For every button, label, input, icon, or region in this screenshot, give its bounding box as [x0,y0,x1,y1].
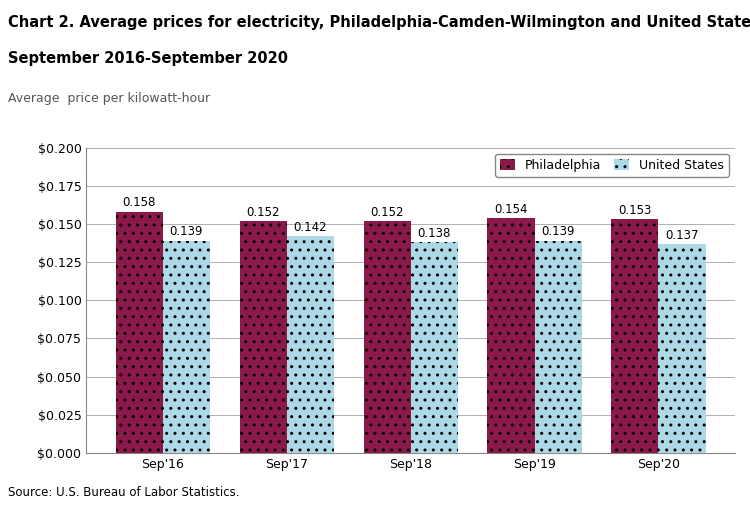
Text: 0.139: 0.139 [542,225,574,238]
Text: 0.154: 0.154 [494,203,528,216]
Text: 0.152: 0.152 [370,206,404,219]
Bar [488,218,535,453]
Bar [535,241,581,453]
Bar [364,221,410,453]
Text: 0.138: 0.138 [418,227,451,240]
Text: 0.142: 0.142 [293,221,327,234]
Bar [116,212,163,453]
Legend: Philadelphia, United States: Philadelphia, United States [495,154,729,177]
Text: 0.137: 0.137 [665,229,699,242]
Text: 0.153: 0.153 [618,204,652,217]
Text: 0.139: 0.139 [170,225,203,238]
Bar [410,242,458,453]
Bar [240,221,286,453]
Bar [286,236,334,453]
Text: 0.152: 0.152 [247,206,280,219]
Text: Chart 2. Average prices for electricity, Philadelphia-Camden-Wilmington and Unit: Chart 2. Average prices for electricity,… [8,15,750,30]
Bar [658,244,706,453]
Text: September 2016-September 2020: September 2016-September 2020 [8,51,287,66]
Text: 0.158: 0.158 [122,196,156,210]
Bar [611,219,658,453]
Text: Source: U.S. Bureau of Labor Statistics.: Source: U.S. Bureau of Labor Statistics. [8,486,239,499]
Bar [163,241,210,453]
Text: Average  price per kilowatt-hour: Average price per kilowatt-hour [8,92,209,105]
